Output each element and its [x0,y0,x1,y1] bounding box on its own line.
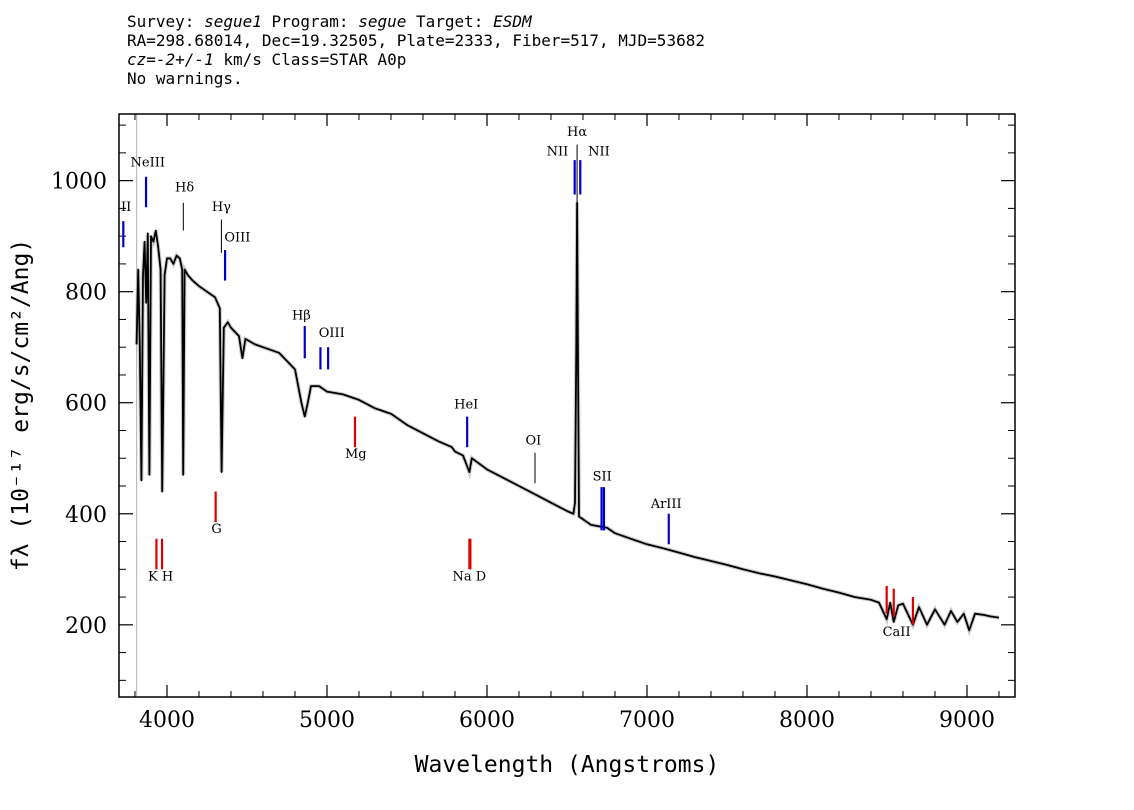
spectrum-error-band [134,202,1000,637]
line-label: Hα [567,125,587,140]
target-value: ESDM [493,12,532,31]
line-label: NeIII [131,156,165,171]
line-label: HeI [454,397,478,412]
program-value: segue [358,12,407,31]
x-tick-label: 9000 [939,708,995,733]
line-label: Na D [453,569,487,584]
x-tick-label: 6000 [459,708,515,733]
y-tick-label: 400 [65,503,107,528]
line-label: CaII [883,625,911,640]
line-label: OI [526,433,542,448]
line-label: Hγ [212,200,231,215]
x-tick-label: 5000 [299,708,355,733]
line-label: II [121,200,131,215]
line-label: NII [588,145,610,160]
y-tick-label: 200 [65,614,107,639]
spectrum-header: Survey: segue1 Program: segue Target: ES… [127,12,705,88]
header-line-coordinates: RA=298.68014, Dec=19.32505, Plate=2333, … [127,31,705,50]
header-line-survey: Survey: segue1 Program: segue Target: ES… [127,12,532,31]
line-label: Hδ [175,181,194,196]
spectrum-line [135,201,1000,632]
line-label: OIII [224,231,250,246]
x-tick-label: 4000 [139,708,195,733]
y-tick-label: 600 [65,392,107,417]
plot-frame [118,113,1016,698]
y-tick-label: 1000 [51,170,107,195]
x-tick-label: 8000 [779,708,835,733]
header-line-warnings: No warnings. [127,69,243,88]
survey-value: segue1 [204,12,262,31]
line-label: OIII [319,326,345,341]
line-label: NII [547,145,569,160]
header-line-redshift: cz=-2+/-1 km/s Class=STAR A0p [127,50,407,69]
line-label: Hβ [292,308,311,323]
x-axis-title: Wavelength (Angstroms) [415,752,720,778]
x-tick-label: 7000 [619,708,675,733]
line-label: ArIII [650,497,682,512]
line-label: SII [593,469,612,484]
line-label: K H [148,569,173,584]
y-tick-label: 800 [65,281,107,306]
y-axis-title: fλ (10⁻¹⁷ erg/s/cm²/Ang) [8,239,34,571]
line-label: G [211,522,221,537]
line-label: Mg [345,447,367,462]
